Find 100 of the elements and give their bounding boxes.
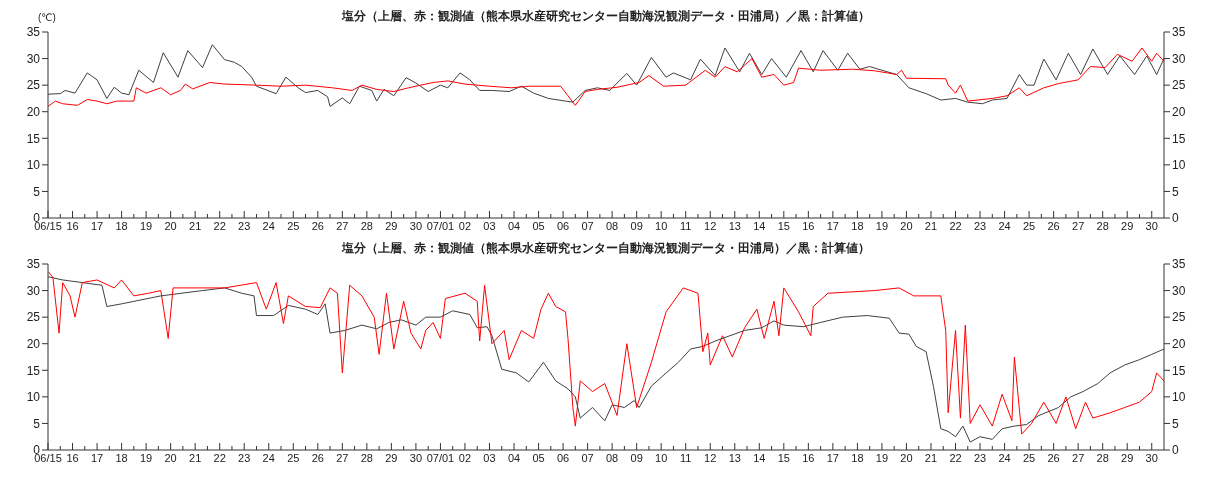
x-tick-label: 07/01 [426, 220, 455, 232]
x-tick-label: 26 [311, 220, 324, 232]
x-tick-label: 30 [409, 452, 423, 464]
y2-tick-label: 0 [1172, 443, 1179, 458]
x-tick-label: 29 [1121, 220, 1134, 232]
x-tick-label: 21 [924, 220, 938, 232]
y2-tick-label: 20 [1172, 336, 1186, 351]
y-tick-label: 35 [26, 257, 41, 272]
x-tick-label: 26 [1047, 452, 1060, 464]
x-tick-label: 27 [336, 220, 349, 232]
x-tick-label: 24 [262, 452, 275, 464]
y-tick-label: 20 [26, 336, 41, 351]
x-tick-label: 19 [139, 452, 153, 464]
x-tick-label: 11 [680, 452, 692, 464]
y-tick-label: 10 [26, 390, 41, 405]
y2-tick-label: 20 [1172, 104, 1186, 119]
x-tick-label: 30 [1145, 452, 1158, 464]
x-tick-label: 07 [581, 220, 594, 232]
x-tick-label: 18 [115, 452, 128, 464]
x-tick-label: 13 [728, 220, 741, 232]
x-tick-label: 28 [1096, 452, 1109, 464]
x-tick-label: 30 [1145, 220, 1158, 232]
x-tick-label: 21 [924, 452, 938, 464]
x-tick-label: 25 [1022, 452, 1036, 464]
x-tick-label: 25 [287, 452, 300, 464]
x-tick-label: 23 [973, 452, 987, 464]
x-tick-label: 22 [949, 452, 962, 464]
y2-tick-label: 25 [1172, 78, 1186, 93]
y2-tick-label: 15 [1172, 131, 1186, 146]
x-tick-label: 05 [532, 220, 545, 232]
x-tick-label: 27 [1072, 452, 1085, 464]
y-tick-label: 30 [26, 283, 41, 298]
y-tick-label: 5 [33, 416, 41, 431]
x-tick-label: 26 [311, 452, 324, 464]
chart-title: 塩分（上層、赤：観測値（熊本県水産研究センター自動海況観測データ・田浦局）／黒：計算値） [342, 9, 870, 23]
x-tick-label: 07/01 [426, 452, 455, 464]
y-tick-label: 25 [26, 78, 41, 93]
x-tick-label: 25 [287, 220, 300, 232]
y-axis-title: (℃) [38, 12, 56, 23]
y-tick-label: 25 [26, 310, 41, 325]
y2-tick-label: 30 [1172, 283, 1186, 298]
x-tick-label: 03 [483, 452, 496, 464]
x-tick-label: 08 [606, 452, 619, 464]
x-tick-label: 13 [728, 452, 741, 464]
x-tick-label: 27 [1072, 220, 1085, 232]
x-tick-label: 30 [409, 220, 423, 232]
x-tick-label: 29 [385, 220, 398, 232]
x-tick-label: 29 [1121, 452, 1134, 464]
x-tick-label: 26 [1047, 220, 1060, 232]
x-tick-label: 22 [949, 220, 962, 232]
x-tick-label: 16 [66, 220, 79, 232]
y-tick-label: 30 [26, 51, 41, 66]
x-tick-label: 21 [189, 452, 202, 464]
y-tick-label: 15 [26, 131, 41, 146]
x-tick-label: 14 [753, 452, 766, 464]
x-tick-label: 16 [66, 452, 79, 464]
x-tick-label: 06 [556, 220, 570, 232]
x-tick-label: 03 [483, 220, 496, 232]
chart-title: 塩分（上層、赤：観測値（熊本県水産研究センター自動海況観測データ・田浦局）／黒：計算値） [340, 240, 871, 256]
x-tick-label: 06 [556, 452, 570, 464]
x-tick-label: 09 [630, 220, 643, 232]
x-tick-label: 11 [680, 220, 692, 232]
x-tick-label: 19 [875, 452, 889, 464]
y-tick-label: 35 [26, 25, 41, 40]
x-tick-label: 28 [360, 452, 373, 464]
x-tick-label: 23 [238, 220, 251, 232]
x-tick-label: 27 [336, 452, 349, 464]
x-tick-label: 05 [532, 452, 545, 464]
x-tick-label: 23 [973, 220, 987, 232]
y-tick-label: 10 [26, 158, 41, 173]
x-tick-label: 20 [164, 452, 177, 464]
x-tick-label: 04 [507, 452, 521, 464]
x-tick-label: 19 [139, 220, 153, 232]
x-tick-label: 04 [507, 220, 521, 232]
y2-tick-label: 35 [1172, 25, 1186, 40]
x-tick-label: 24 [998, 220, 1011, 232]
x-tick-label: 22 [213, 452, 226, 464]
x-tick-label: 16 [802, 220, 815, 232]
x-tick-label: 20 [164, 220, 177, 232]
y2-tick-label: 15 [1172, 363, 1186, 378]
x-tick-label: 02 [458, 220, 472, 232]
y2-tick-label: 5 [1172, 416, 1179, 431]
x-tick-label: 18 [115, 220, 128, 232]
x-tick-label: 10 [655, 452, 668, 464]
x-tick-label: 14 [753, 220, 766, 232]
y2-tick-label: 30 [1172, 51, 1186, 66]
x-tick-label: 07 [581, 452, 594, 464]
y2-tick-label: 25 [1172, 310, 1186, 325]
y2-tick-label: 10 [1172, 390, 1186, 405]
x-tick-label: 10 [655, 220, 668, 232]
x-tick-label: 17 [90, 220, 104, 232]
y2-tick-label: 35 [1172, 257, 1186, 272]
y-tick-label: 20 [26, 104, 41, 119]
x-tick-label: 18 [851, 220, 864, 232]
x-tick-label: 20 [900, 452, 913, 464]
x-tick-label: 24 [998, 452, 1011, 464]
y2-tick-label: 10 [1172, 158, 1186, 173]
x-tick-label: 29 [385, 452, 398, 464]
x-tick-label: 12 [704, 220, 717, 232]
x-tick-label: 17 [90, 452, 104, 464]
